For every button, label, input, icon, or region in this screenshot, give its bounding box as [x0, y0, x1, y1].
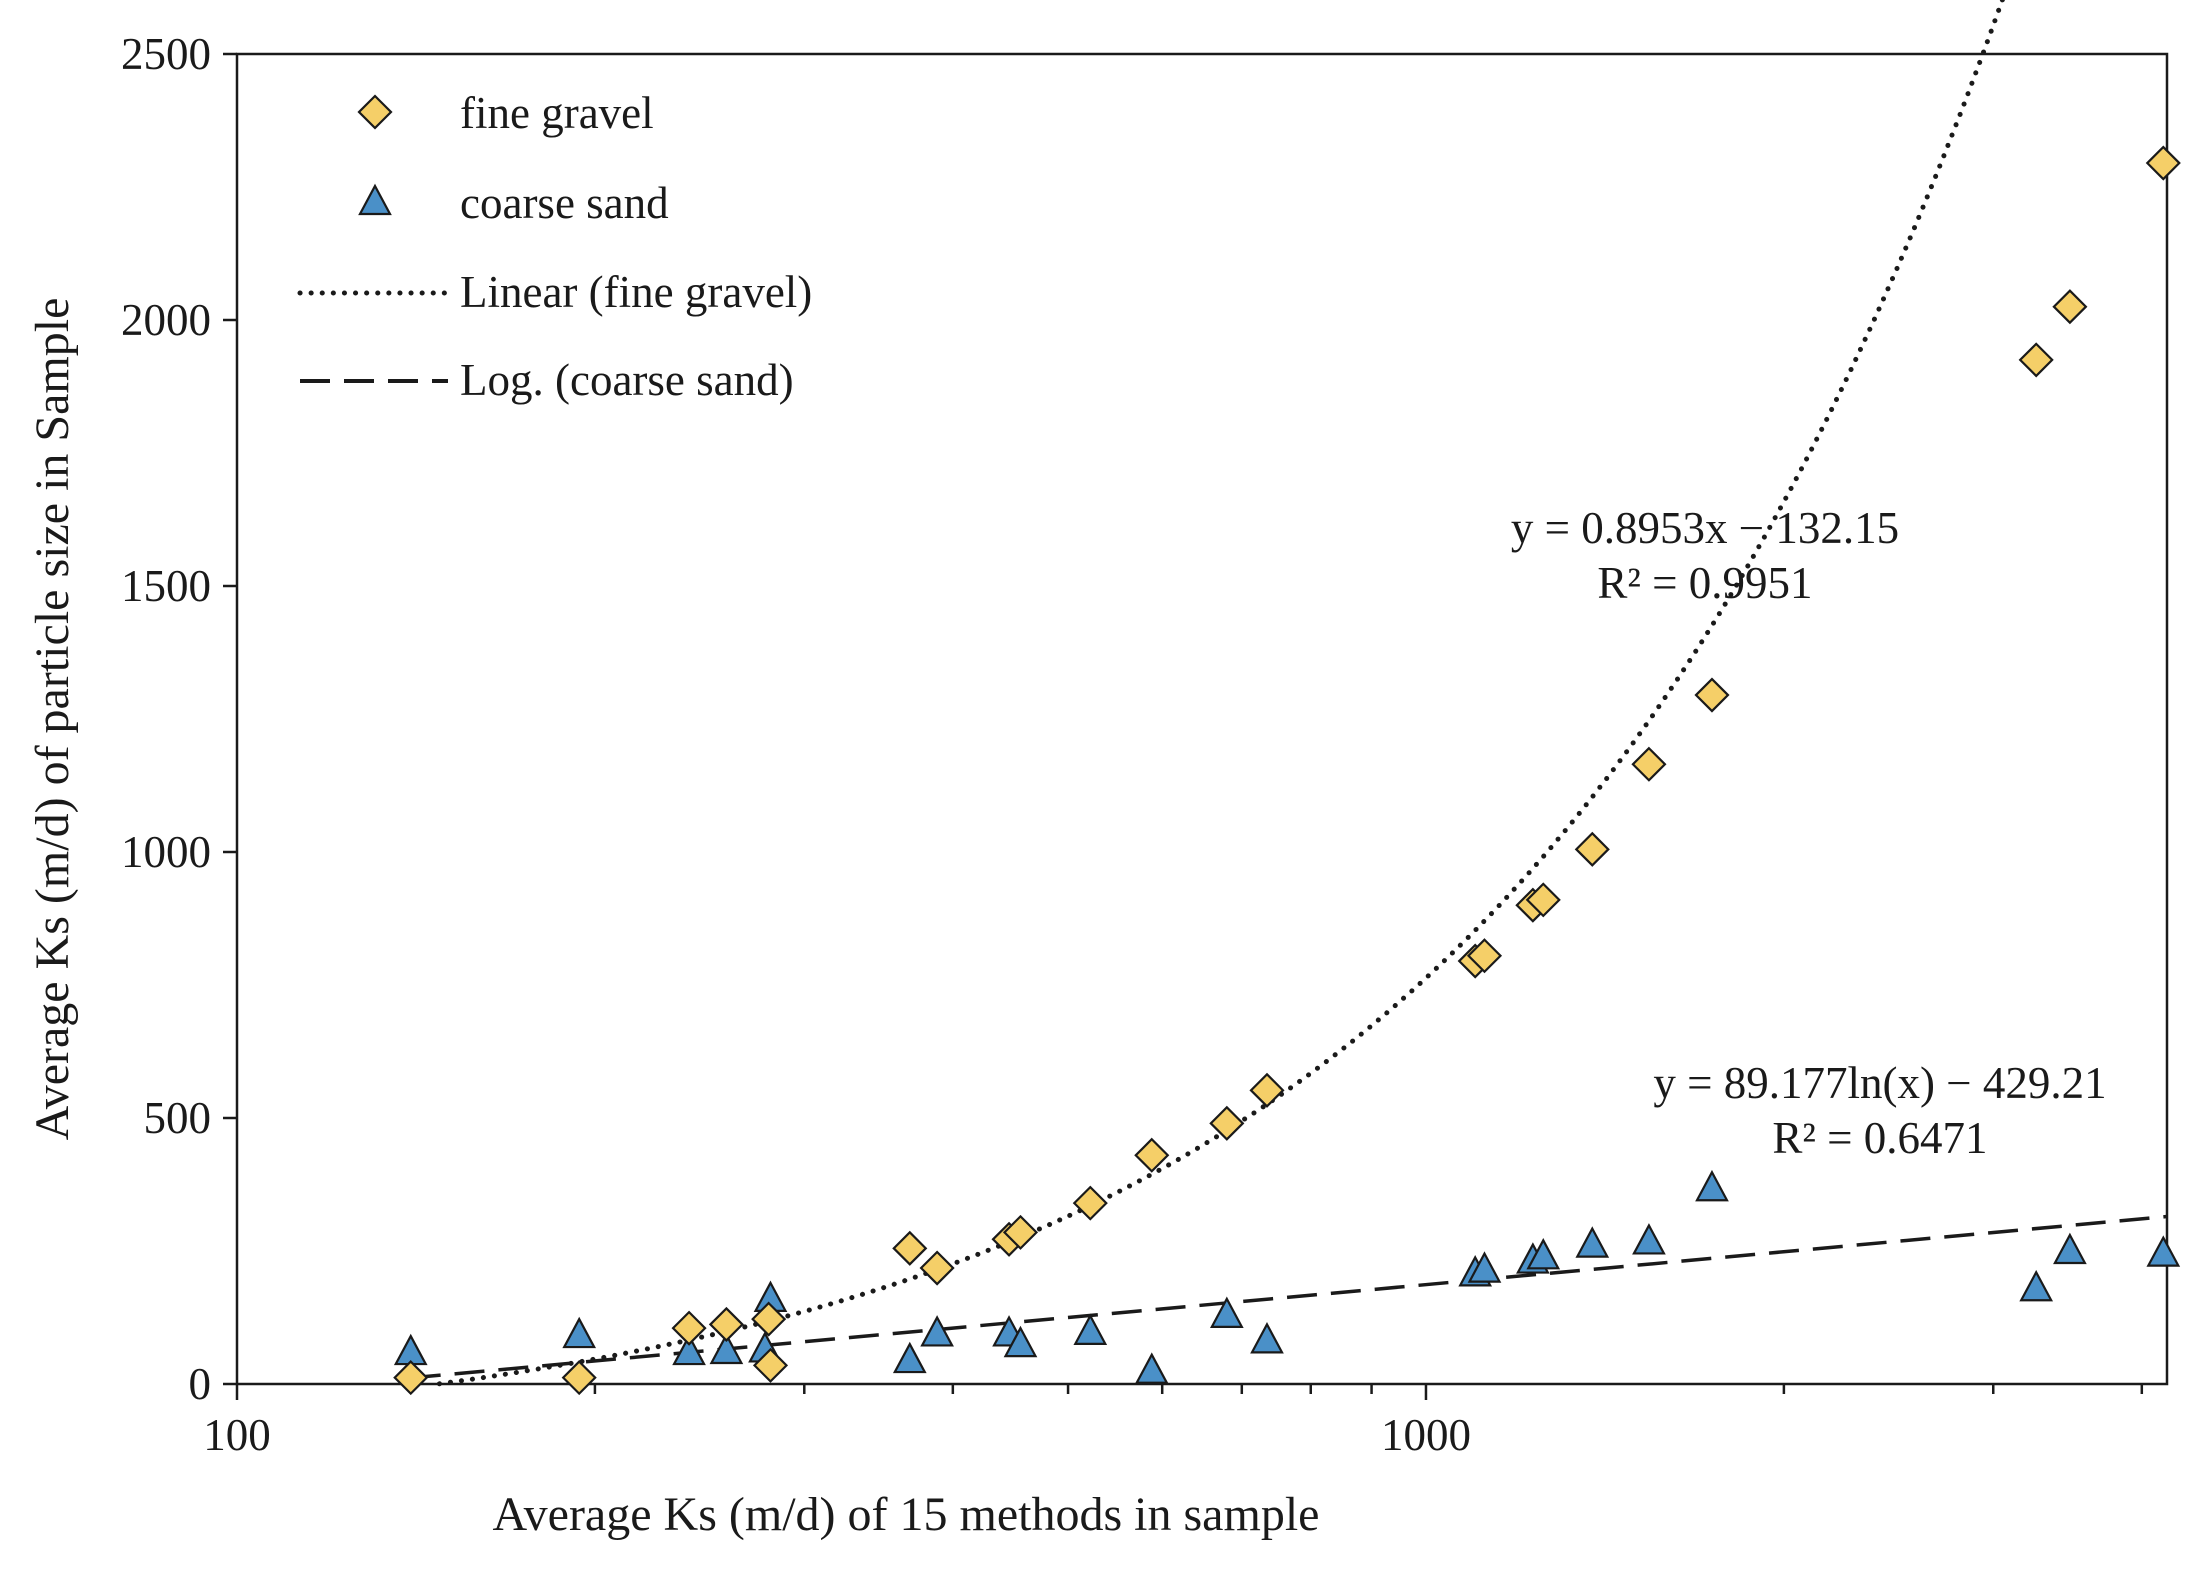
fine-gravel-point — [671, 1310, 707, 1346]
coarse-sand-point — [1575, 1226, 1610, 1258]
y-tick-label: 1000 — [121, 827, 211, 877]
fine-gravel-point — [1631, 746, 1667, 782]
coarse-sand-point — [709, 1332, 744, 1365]
data-points — [393, 145, 2181, 1396]
coarse-sand-point — [920, 1315, 954, 1347]
trendlines — [410, 0, 2168, 1387]
fine-gravel-point — [1694, 677, 1730, 713]
x-axis-title: Average Ks (m/d) of 15 methods in sample — [493, 1488, 1320, 1541]
coarse-sand-point — [1526, 1237, 1561, 1270]
fine-gravel-point — [708, 1306, 744, 1342]
fine-gravel-point — [1249, 1072, 1285, 1108]
coarse-sand-point — [562, 1316, 597, 1349]
fine-gravel-point — [1574, 831, 1610, 867]
legend-label-log: Log. (coarse sand) — [460, 355, 794, 405]
fine-gravel-point — [2145, 145, 2181, 181]
fine-gravel-point — [1525, 882, 1561, 918]
fine-gravel-point — [919, 1250, 955, 1286]
legend-symbol-coarse-sand — [358, 183, 392, 216]
x-tick-label: 100 — [203, 1410, 271, 1460]
y-axis-title: Average Ks (m/d) of particle size in Sam… — [26, 298, 79, 1141]
fine-gravel-point — [1209, 1105, 1245, 1141]
coarse-sand-point — [1073, 1313, 1108, 1345]
legend: fine gravel coarse sand Linear (fine gra… — [297, 88, 812, 405]
x-axis-ticks: 100 1000 — [203, 1384, 2144, 1460]
fine-gravel-point — [2018, 342, 2054, 378]
coarse-sand-point — [1632, 1223, 1666, 1255]
coarse-sand-point — [2053, 1232, 2087, 1265]
coarse-sand-point — [2019, 1269, 2054, 1302]
coarse-sand-point — [1209, 1296, 1244, 1328]
y-tick-label: 2500 — [121, 29, 211, 79]
legend-label-linear: Linear (fine gravel) — [460, 267, 812, 317]
log-trendline — [410, 1214, 2168, 1380]
fine-gravel-point — [393, 1360, 429, 1396]
coarse-sand-point — [672, 1333, 706, 1366]
coarse-sand-point — [892, 1341, 927, 1374]
y-tick-label: 1500 — [121, 561, 211, 611]
coarse-sand-point — [1695, 1169, 1729, 1202]
fine-gravel-point — [1072, 1185, 1108, 1221]
coarse-sand-point — [1003, 1325, 1038, 1358]
coarse-sand-point — [1250, 1322, 1284, 1354]
fine-gravel-point — [2052, 289, 2088, 325]
y-tick-label: 500 — [144, 1093, 212, 1143]
fine-gravel-point — [1002, 1214, 1039, 1250]
log-r-squared: R² = 0.6471 — [1772, 1113, 1987, 1163]
fine-gravel-point — [561, 1360, 597, 1396]
legend-symbol-fine-gravel — [357, 94, 393, 130]
fine-gravel-point — [751, 1301, 787, 1337]
legend-label-fine-gravel: fine gravel — [460, 88, 654, 138]
log-equation-label: y = 89.177ln(x) − 429.21 R² = 0.6471 — [1653, 1058, 2106, 1163]
log-equation: y = 89.177ln(x) − 429.21 — [1653, 1058, 2106, 1108]
linear-equation-label: y = 0.8953x − 132.15 R² = 0.9951 — [1511, 503, 1899, 608]
fine-gravel-point — [892, 1230, 928, 1266]
y-axis-ticks: 0 500 1000 1500 2000 2500 — [121, 29, 237, 1409]
fine-gravel-point — [1466, 938, 1503, 974]
fine-gravel-point — [752, 1347, 789, 1383]
coarse-sand-point — [2146, 1235, 2181, 1267]
x-tick-label: 1000 — [1381, 1410, 1471, 1460]
linear-trendline — [436, 0, 2005, 1387]
plot-area — [235, 52, 2169, 1386]
y-tick-label: 2000 — [121, 295, 211, 345]
coarse-sand-point — [1134, 1352, 1169, 1384]
legend-label-coarse-sand: coarse sand — [460, 178, 669, 228]
coarse-sand-point — [1467, 1251, 1502, 1283]
linear-r-squared: R² = 0.9951 — [1597, 558, 1812, 608]
linear-equation: y = 0.8953x − 132.15 — [1511, 503, 1899, 553]
fine-gravel-point — [1134, 1137, 1170, 1173]
y-tick-label: 0 — [189, 1359, 212, 1409]
